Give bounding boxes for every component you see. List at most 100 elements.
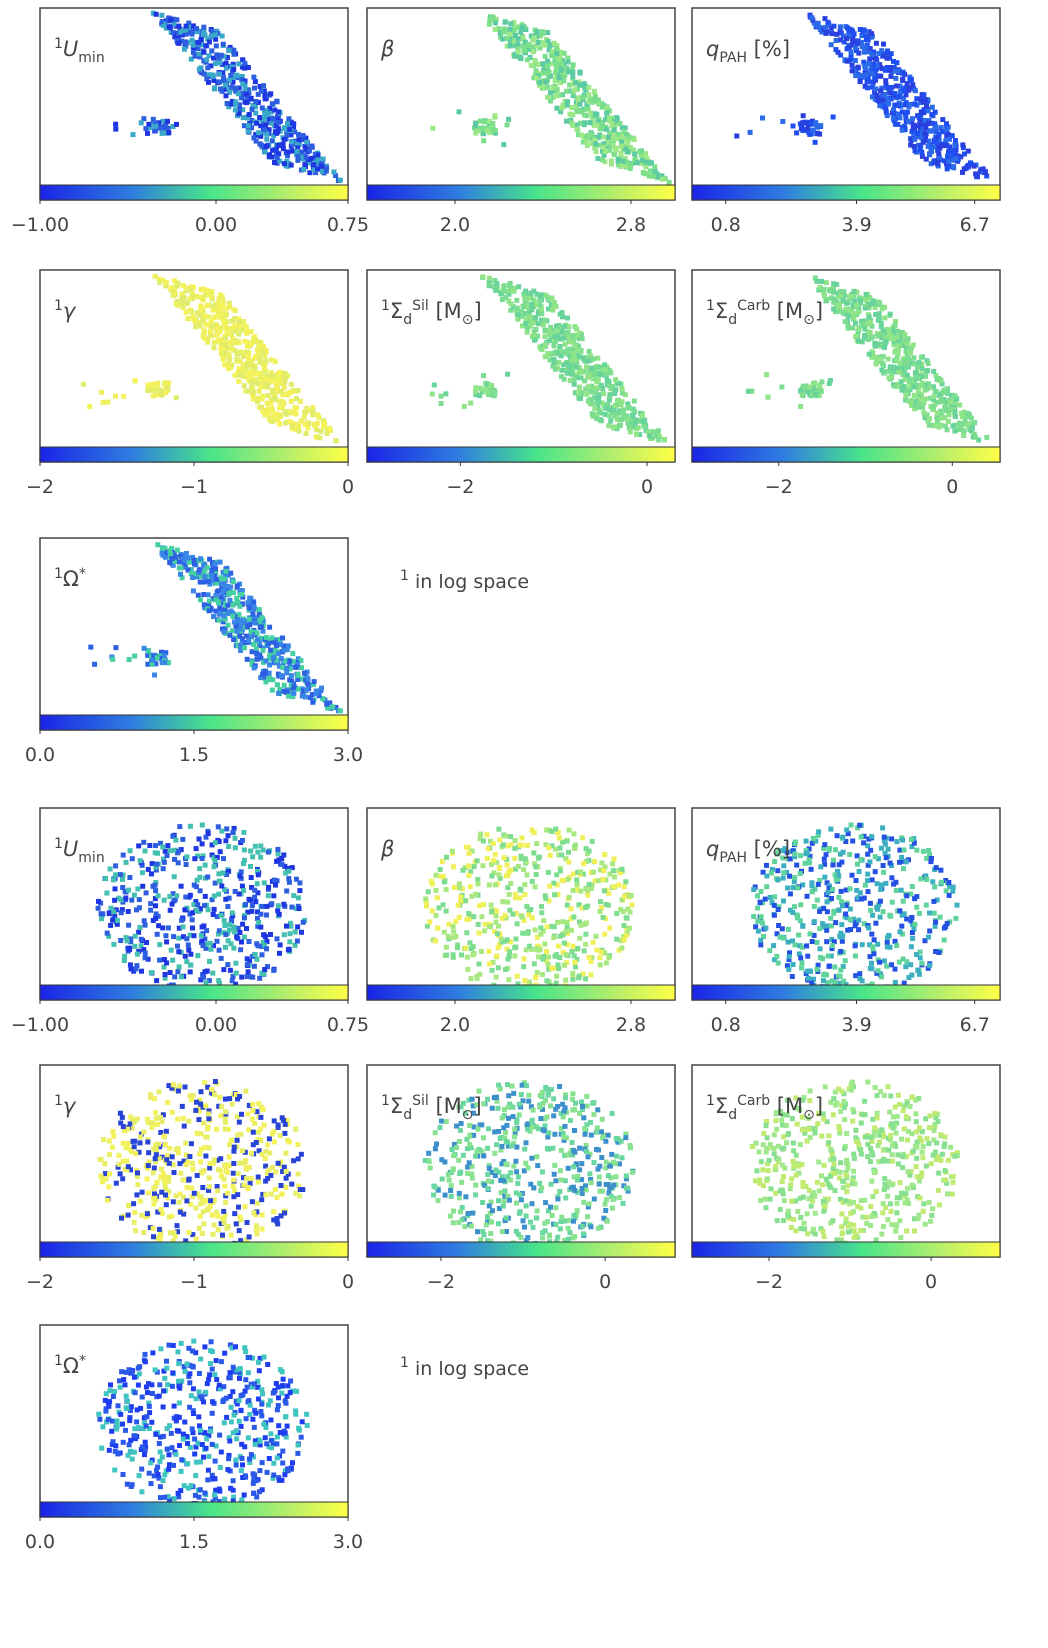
map-pixel: [165, 385, 171, 391]
map-pixel: [555, 829, 561, 835]
map-pixel: [607, 397, 612, 403]
map-pixel: [194, 557, 200, 563]
map-pixel: [634, 160, 640, 166]
map-pixel: [520, 323, 525, 329]
map-pixel: [108, 905, 114, 911]
map-pixel: [557, 52, 562, 58]
panel: 1γ−2 −1 0: [26, 269, 354, 498]
map-pixel: [524, 904, 530, 909]
map-pixel: [293, 664, 299, 670]
map-pixel: [246, 638, 252, 644]
map-pixel: [226, 591, 232, 597]
map-pixel: [587, 135, 593, 141]
map-pixel: [632, 409, 638, 415]
map-pixel: [216, 947, 222, 953]
map-pixel: [644, 159, 650, 165]
map-pixel: [903, 349, 909, 354]
map-pixel: [588, 959, 594, 965]
map-pixel: [891, 107, 896, 113]
map-pixel: [141, 947, 147, 953]
map-pixel: [859, 33, 865, 38]
map-pixel: [148, 901, 154, 907]
map-pixel: [197, 874, 203, 880]
map-pixel: [302, 670, 307, 676]
map-pixel: [202, 574, 208, 580]
map-pixel: [141, 918, 147, 924]
map-pixel: [512, 891, 518, 897]
map-pixel: [440, 902, 446, 908]
map-pixel: [574, 364, 579, 370]
map-pixel: [508, 307, 514, 313]
map-pixel: [295, 145, 301, 151]
map-pixel: [596, 398, 602, 404]
map-pixel: [915, 404, 921, 410]
map-pixel: [922, 118, 928, 123]
map-pixel: [596, 878, 602, 884]
map-pixel: [279, 673, 285, 679]
map-pixel: [236, 891, 242, 897]
map-pixel: [939, 381, 945, 387]
map-pixel: [127, 848, 133, 854]
map-pixel: [524, 872, 530, 878]
map-pixel: [883, 880, 889, 886]
map-pixel: [602, 367, 608, 373]
map-pixel: [238, 91, 244, 96]
map-pixel: [564, 370, 570, 376]
map-pixel: [290, 659, 296, 665]
map-pixel: [274, 637, 280, 643]
map-pixel: [193, 321, 199, 327]
map-pixel: [477, 385, 483, 391]
map-pixel: [203, 834, 209, 840]
map-pixel: [212, 573, 218, 579]
map-pixel: [114, 918, 120, 923]
map-pixel: [233, 99, 239, 105]
map-pixel: [265, 408, 271, 414]
map-pixel: [219, 342, 225, 348]
map-pixel: [266, 127, 272, 133]
map-pixel: [270, 147, 276, 153]
map-pixel: [174, 38, 180, 43]
map-pixel: [230, 336, 236, 342]
map-pixel: [477, 971, 483, 977]
tick-label: 3.9: [841, 214, 871, 236]
map-pixel: [236, 102, 242, 108]
map-pixel: [870, 67, 876, 73]
map-pixel: [259, 615, 265, 621]
map-pixel: [175, 860, 181, 866]
map-pixel: [476, 961, 482, 967]
map-pixel: [588, 972, 594, 978]
panel-label: 1Umin: [54, 36, 105, 66]
map-pixel: [886, 327, 892, 333]
map-pixel: [258, 655, 264, 661]
map-pixel: [599, 104, 605, 110]
map-pixel: [459, 952, 464, 958]
map-pixel: [558, 80, 564, 86]
map-pixel: [767, 895, 773, 900]
map-pixel: [211, 78, 217, 83]
map-pixel: [247, 361, 253, 367]
map-pixel: [911, 144, 917, 149]
map-pixel: [463, 945, 469, 951]
map-pixel: [193, 324, 199, 330]
map-pixel: [478, 831, 484, 837]
map-pixel: [558, 61, 564, 67]
map-pixel: [565, 360, 571, 366]
map-pixel: [933, 389, 939, 394]
map-pixel: [251, 641, 256, 647]
map-pixel: [968, 160, 973, 166]
map-pixel: [589, 401, 595, 407]
map-pixel: [264, 912, 269, 918]
map-pixel: [496, 826, 502, 832]
map-pixel: [165, 925, 171, 931]
map-pixel: [859, 39, 865, 45]
map-pixel: [531, 297, 537, 303]
map-pixel: [167, 560, 173, 565]
map-pixel: [848, 293, 854, 299]
map-pixel: [913, 370, 919, 375]
map-pixel: [790, 123, 796, 129]
map-pixel: [553, 349, 559, 355]
map-pixel: [806, 846, 812, 852]
map-pixel: [263, 108, 268, 114]
map-pixel: [230, 579, 236, 585]
map-pixel: [145, 382, 151, 388]
